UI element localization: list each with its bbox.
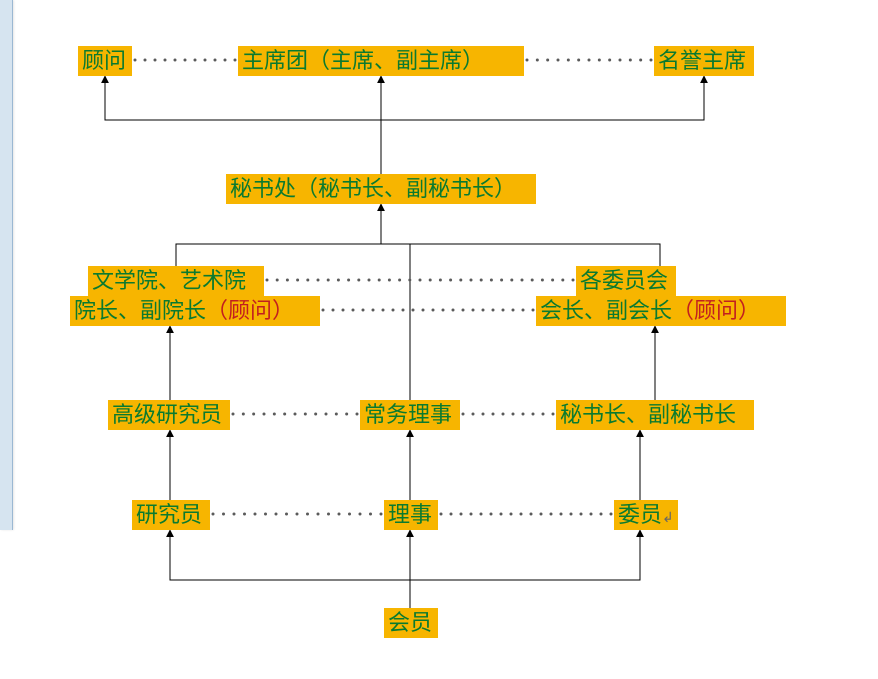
org-chart: 顾问 主席团（主席、副主席） 名誉主席秘书处（秘书长、副秘书长） 文学院、艺术院院长、… xyxy=(0,0,878,679)
yanjiuyuan-lishi xyxy=(212,513,383,516)
node-wenxue_a: 文学院、艺术院 xyxy=(88,266,264,296)
huiyuan-to-yanjiuyuan xyxy=(170,530,410,580)
node-weiyuanhui_b-aux: （顾问） xyxy=(672,298,760,323)
node-mingyu-label: 名誉主席 xyxy=(658,48,746,73)
node-yanjiuyuan-label: 研究员 xyxy=(136,502,202,527)
bracket-top-to-mingyu xyxy=(381,76,704,120)
node-wenxue_b-label: 院长、副院长 xyxy=(74,298,206,323)
connector-layer xyxy=(0,0,878,679)
node-gaoji: 高级研究员 xyxy=(108,400,230,430)
left-margin-bar xyxy=(0,0,13,530)
bracket-mid-right xyxy=(381,244,660,266)
bracket-top-to-guwen xyxy=(105,76,381,120)
node-mishuzhang-label: 秘书长、副秘书长 xyxy=(560,402,736,427)
node-wenxue_a-label: 文学院、艺术院 xyxy=(92,268,246,293)
node-huiyuan: 会员 xyxy=(384,608,438,638)
node-gaoji-label: 高级研究员 xyxy=(112,402,222,427)
node-weiyuanhui_b: 会长、副会长（顾问） xyxy=(536,296,786,326)
node-weiyuan: 委员↲ xyxy=(614,500,678,530)
changwu-mishuzhang xyxy=(462,413,555,416)
wenxue-weiyuanhui-b xyxy=(322,309,535,312)
node-weiyuanhui_a: 各委员会 xyxy=(576,266,676,296)
guwen-zhuxituan xyxy=(134,59,237,62)
gaoji-changwu xyxy=(232,413,359,416)
node-lishi-label: 理事 xyxy=(388,502,432,527)
node-weiyuan-return-glyph: ↲ xyxy=(662,511,674,526)
node-guwen-label: 顾问 xyxy=(82,48,126,73)
node-weiyuan-label: 委员 xyxy=(618,502,662,527)
huiyuan-to-weiyuan xyxy=(410,530,640,580)
node-mishuzhang: 秘书长、副秘书长 xyxy=(556,400,754,430)
node-zhuxituan: 主席团（主席、副主席） xyxy=(238,46,524,76)
node-mingyu: 名誉主席 xyxy=(654,46,754,76)
node-weiyuanhui_a-label: 各委员会 xyxy=(580,268,668,293)
zhuxituan-mingyu xyxy=(526,59,653,62)
node-changwu-label: 常务理事 xyxy=(364,402,452,427)
changwu-to-mishuchu xyxy=(381,204,410,400)
lishi-weiyuan xyxy=(440,513,613,516)
bracket-mid-left xyxy=(176,244,381,266)
node-huiyuan-label: 会员 xyxy=(388,610,432,635)
node-weiyuanhui_b-label: 会长、副会长 xyxy=(540,298,672,323)
wenxue-weiyuanhui-a xyxy=(266,279,575,282)
node-yanjiuyuan: 研究员 xyxy=(132,500,210,530)
node-zhuxituan-label: 主席团（主席、副主席） xyxy=(242,48,484,73)
node-wenxue_b: 院长、副院长（顾问） xyxy=(70,296,320,326)
node-wenxue_b-aux: （顾问） xyxy=(206,298,294,323)
node-mishuchu-label: 秘书处（秘书长、副秘书长） xyxy=(230,176,516,201)
node-lishi: 理事 xyxy=(384,500,438,530)
node-mishuchu: 秘书处（秘书长、副秘书长） xyxy=(226,174,536,204)
node-changwu: 常务理事 xyxy=(360,400,460,430)
node-guwen: 顾问 xyxy=(78,46,132,76)
